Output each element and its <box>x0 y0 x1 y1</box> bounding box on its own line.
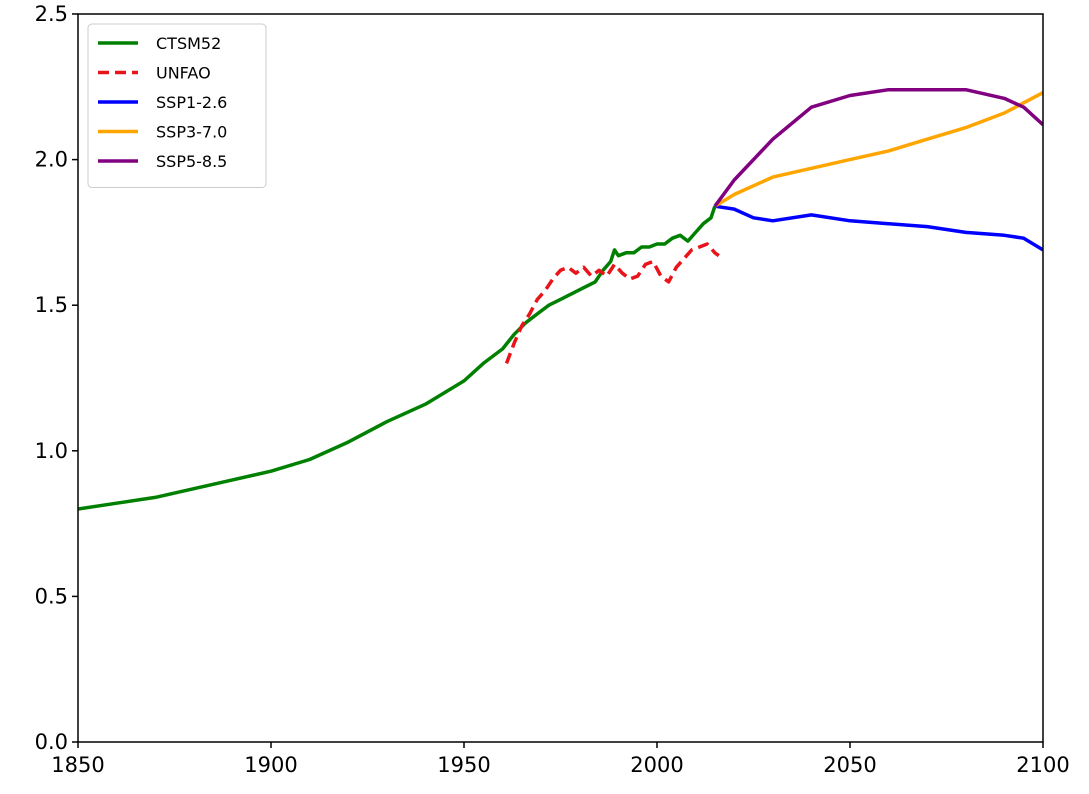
legend-label-unfao: UNFAO <box>156 64 211 83</box>
y-tick-label: 1.5 <box>35 293 68 317</box>
x-tick-label: 1850 <box>51 753 104 777</box>
series-line-unfao <box>504 242 720 365</box>
axes-frame <box>77 13 1044 743</box>
legend-label-ssp3-7-0: SSP3-7.0 <box>156 123 227 142</box>
x-tick-label: 2000 <box>630 753 683 777</box>
y-tick-label: 0.0 <box>35 730 68 754</box>
y-tick-label: 0.5 <box>35 584 68 608</box>
ticks-layer: 1850 1900 1950 2000 2050 2100 0.0 0.5 1.0 1.5 2.0 2… <box>35 2 1070 777</box>
x-tick-label: 2100 <box>1016 753 1069 777</box>
y-tick-label: 1.0 <box>35 439 68 463</box>
series-line-ctsm52 <box>78 205 717 511</box>
legend-label-ssp1-2-6: SSP1-2.6 <box>156 93 227 112</box>
x-tick-label: 1950 <box>437 753 490 777</box>
series-layer <box>78 87 1043 511</box>
y-tick-label: 2.0 <box>35 148 68 172</box>
legend-box <box>87 23 267 188</box>
x-tick-label: 1900 <box>244 753 297 777</box>
x-tick-label: 2050 <box>823 753 876 777</box>
legend: CTSM52 UNFAO SSP1-2.6 SSP3-7.0 SSP5-8.5 <box>87 23 267 188</box>
legend-label-ctsm52: CTSM52 <box>156 34 221 53</box>
series-line-ssp3-7-0 <box>713 91 1043 208</box>
series-line-ssp1-2-6 <box>714 204 1043 252</box>
y-tick-label: 2.5 <box>35 2 68 26</box>
legend-label-ssp5-8-5: SSP5-8.5 <box>156 152 227 171</box>
series-line-ssp5-8-5 <box>713 87 1043 208</box>
